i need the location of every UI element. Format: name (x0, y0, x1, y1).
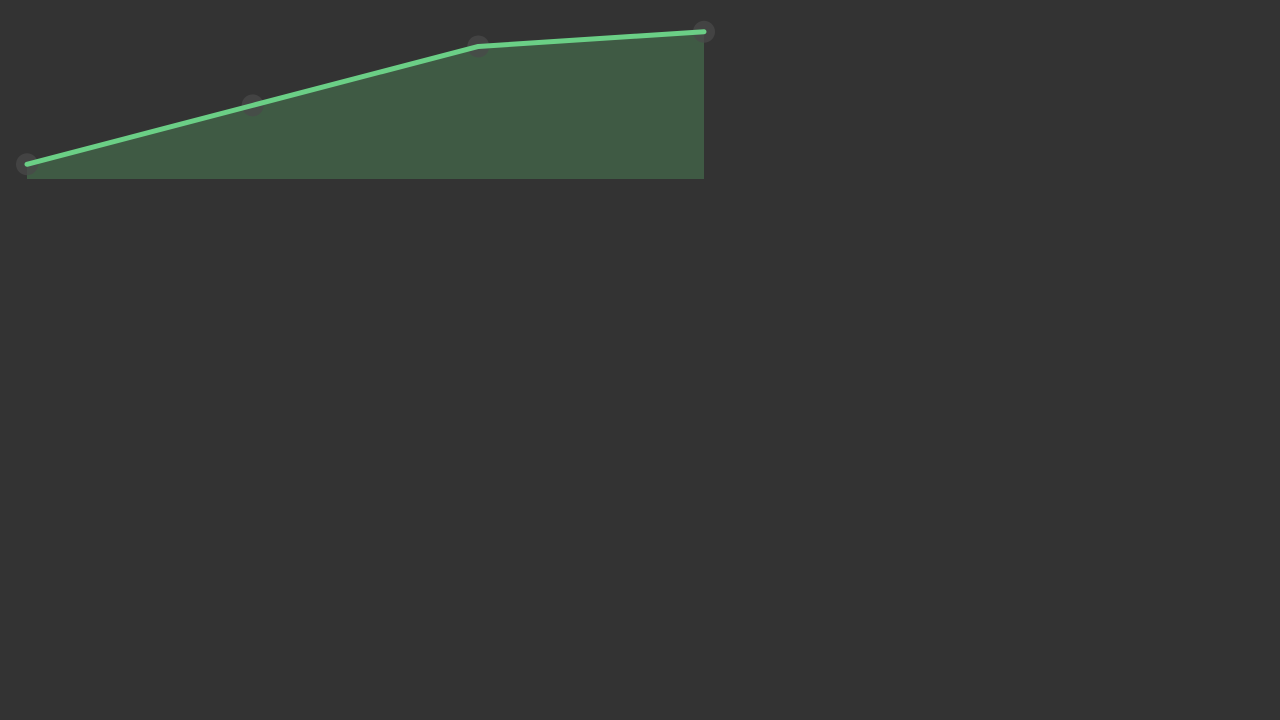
series-area-fill (27, 31, 704, 180)
plot-area (16, 20, 715, 180)
series-line (24, 29, 707, 167)
